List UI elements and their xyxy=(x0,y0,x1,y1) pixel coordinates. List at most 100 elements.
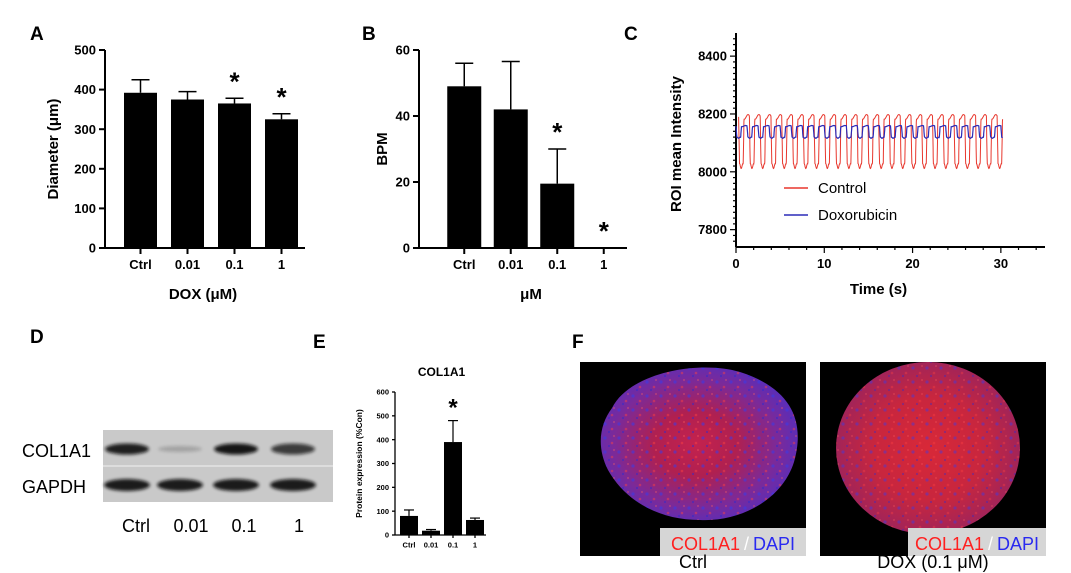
stain-legend: COL1A1/DAPI xyxy=(915,534,1039,554)
x-tick-label: 10 xyxy=(817,256,831,271)
bar xyxy=(447,86,482,248)
fluorescence-image-dox: COL1A1/DAPI xyxy=(820,362,1046,556)
y-tick-label: 500 xyxy=(376,411,389,420)
y-tick-label: 40 xyxy=(396,109,410,124)
x-tick-label: 0.01 xyxy=(498,257,523,272)
stain-label: COL1A1 xyxy=(915,534,984,554)
spheroid-dox-texture xyxy=(836,362,1020,534)
counterstain-label: DAPI xyxy=(753,534,795,554)
y-axis-title: BPM xyxy=(374,132,391,165)
significance-marker: * xyxy=(448,395,458,422)
y-tick-label: 7800 xyxy=(698,222,727,237)
blot-lane-label: 1 xyxy=(294,516,304,536)
y-axis-title: Protein expression (%Con) xyxy=(354,409,364,518)
image-caption-dox: DOX (0.1 μM) xyxy=(877,552,988,572)
band-gapdh xyxy=(157,479,203,491)
panel-letter-a: A xyxy=(30,24,44,45)
bar xyxy=(265,119,298,248)
western-blot: COL1A1 GAPDH Ctrl 0.01 0.1 1 xyxy=(22,430,333,536)
panel-letter-d: D xyxy=(30,327,44,348)
significance-marker: * xyxy=(229,66,240,96)
x-tick-label: 0 xyxy=(732,256,739,271)
y-tick-label: 20 xyxy=(396,175,410,190)
blot-band-label-col1a1: COL1A1 xyxy=(22,441,91,461)
stain-separator: / xyxy=(988,534,993,554)
x-tick-label: 30 xyxy=(994,256,1008,271)
blot-band-label-gapdh: GAPDH xyxy=(22,477,86,497)
stain-legend-bg xyxy=(660,528,806,556)
chart-a-diameter: 0 100 200 300 400 500 Ctrl 0.01 0.1 * 1 * DOX (μM) Di… xyxy=(45,43,305,303)
band-gapdh xyxy=(270,479,316,491)
x-axis-title: μM xyxy=(520,286,542,303)
series-line-control xyxy=(738,114,1004,170)
stain-separator: / xyxy=(744,534,749,554)
x-tick-label: 0.01 xyxy=(175,257,200,272)
x-tick-label: 0.1 xyxy=(225,257,243,272)
x-tick-label: 1 xyxy=(600,257,607,272)
panel-letter-c: C xyxy=(624,24,638,45)
legend-label: Control xyxy=(818,180,866,197)
x-tick-label: Ctrl xyxy=(403,541,416,550)
y-tick-label: 400 xyxy=(74,82,96,97)
blot-lane-label: Ctrl xyxy=(122,516,150,536)
bar xyxy=(400,515,418,535)
panel-letter-e: E xyxy=(313,332,326,353)
spheroid-ctrl-texture xyxy=(600,367,798,521)
significance-marker: * xyxy=(276,82,287,112)
legend-label: Doxorubicin xyxy=(818,207,897,224)
x-axis-title: DOX (μM) xyxy=(169,286,237,303)
bar xyxy=(540,183,575,248)
y-tick-label: 100 xyxy=(376,507,389,516)
y-tick-label: 0 xyxy=(89,241,96,256)
image-caption-ctrl: Ctrl xyxy=(679,552,707,572)
y-tick-label: 0 xyxy=(385,531,389,540)
chart-e-protein-expression: 0 100 200 300 400 500 600 Ctrl 0.01 0.1 * 1 Protein … xyxy=(354,365,486,550)
y-tick-label: 200 xyxy=(376,483,389,492)
bar xyxy=(124,92,157,248)
blot-lane-label: 0.1 xyxy=(231,516,256,536)
stain-legend: COL1A1/DAPI xyxy=(671,534,795,554)
blot-lane-label: 0.01 xyxy=(173,516,208,536)
y-tick-label: 8000 xyxy=(698,164,727,179)
stain-legend-bg xyxy=(908,528,1046,556)
bar xyxy=(493,109,528,249)
y-axis-title: Diameter (μm) xyxy=(45,99,62,200)
panel-letter-b: B xyxy=(362,24,376,45)
x-tick-label: 0.01 xyxy=(424,541,439,550)
panel-letter-f: F xyxy=(572,332,584,353)
y-tick-label: 600 xyxy=(376,388,389,397)
chart-title: COL1A1 xyxy=(418,365,466,379)
counterstain-label: DAPI xyxy=(997,534,1039,554)
significance-marker: * xyxy=(552,117,563,147)
chart-b-bpm: 0 20 40 60 Ctrl 0.01 0.1 * 1 * μM BPM xyxy=(374,43,627,303)
x-tick-label: 1 xyxy=(473,541,477,550)
band-col1a1 xyxy=(271,443,315,455)
y-tick-label: 400 xyxy=(376,435,389,444)
band-gapdh xyxy=(104,479,150,491)
y-tick-label: 0 xyxy=(403,241,410,256)
bar xyxy=(466,519,484,535)
y-tick-label: 500 xyxy=(74,43,96,58)
chart-c-intensity: 7800 8000 8200 8400 0 10 20 30 Time (s) ROI mean … xyxy=(668,33,1045,298)
x-axis-title: Time (s) xyxy=(850,281,907,298)
bar xyxy=(444,442,462,535)
band-col1a1 xyxy=(105,443,149,455)
y-tick-label: 200 xyxy=(74,161,96,176)
band-col1a1 xyxy=(158,446,202,452)
bar xyxy=(218,103,251,249)
x-tick-label: 0.1 xyxy=(448,541,458,550)
significance-marker: * xyxy=(599,216,610,246)
x-tick-label: Ctrl xyxy=(129,257,151,272)
y-tick-label: 300 xyxy=(376,459,389,468)
fluorescence-image-ctrl: COL1A1/DAPI Ctrl xyxy=(580,362,806,572)
y-tick-label: 8400 xyxy=(698,49,727,64)
stain-label: COL1A1 xyxy=(671,534,740,554)
x-tick-label: 20 xyxy=(905,256,919,271)
band-gapdh xyxy=(213,479,259,491)
y-tick-label: 100 xyxy=(74,201,96,216)
bar xyxy=(422,530,440,535)
bar xyxy=(171,99,204,248)
x-tick-label: Ctrl xyxy=(453,257,475,272)
series-line-doxorubicin xyxy=(735,124,1004,140)
